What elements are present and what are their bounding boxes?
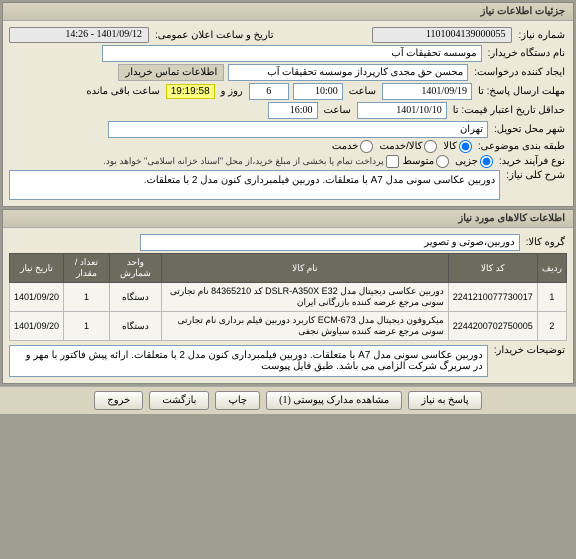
cell-qty: 1 [64, 283, 110, 312]
creator-field: محسن حق مجدی کارپرداز موسسه تحقیقات آب [228, 64, 468, 81]
cell-code: 2241210077730017 [448, 283, 537, 312]
buyer-contact-link[interactable]: اطلاعات تماس خریدار [118, 64, 224, 81]
group-field: دوربین،صوتی و تصویر [140, 234, 520, 251]
cell-unit: دستگاه [109, 312, 161, 341]
pay-note-check[interactable]: پرداخت تمام یا بخشی از مبلغ خرید،از محل … [103, 155, 398, 168]
need-no-label: شماره نیاز: [516, 30, 567, 41]
radio-motevaset-input[interactable] [436, 155, 449, 168]
radio-service[interactable]: کالا/خدمت [379, 140, 437, 153]
valid-date-field: 1401/10/10 [357, 102, 447, 119]
back-button[interactable]: بازگشت [149, 391, 209, 410]
city-label: شهر محل تحویل: [492, 124, 567, 135]
creator-label: ایجاد کننده درخواست: [472, 67, 567, 78]
days-label: روز و [219, 86, 245, 97]
col-qty: تعداد / مقدار [64, 254, 110, 283]
time-label-2: ساعت [322, 105, 353, 116]
class-radio-group: کالا کالا/خدمت خدمت [332, 140, 472, 153]
items-panel: اطلاعات کالاهای مورد نیاز گروه کالا: دور… [2, 209, 574, 384]
notes-label: توضیحات خریدار: [492, 345, 567, 356]
col-date: تاریخ نیاز [10, 254, 64, 283]
cell-date: 1401/09/20 [10, 283, 64, 312]
col-row: ردیف [537, 254, 566, 283]
cell-code: 2244200702750005 [448, 312, 537, 341]
desc-label: شرح کلی نیاز: [504, 170, 567, 181]
radio-jozi[interactable]: جزیی [455, 155, 493, 168]
items-table: ردیف کد کالا نام کالا واحد شمارش تعداد /… [9, 253, 567, 341]
deadline-time-field: 10:00 [293, 83, 343, 100]
buytype-label: نوع فرآیند خرید: [497, 156, 567, 167]
announce-label: تاریخ و ساعت اعلان عمومی: [153, 30, 276, 41]
cell-name: دوربین عکاسی دیجیتال مدل DSLR-A350X E32 … [161, 283, 448, 312]
buytype-radio-group: جزیی متوسط [403, 155, 493, 168]
deadline-date-field: 1401/09/19 [382, 83, 472, 100]
button-bar: پاسخ به نیاز مشاهده مدارک پیوستی (1) چاپ… [0, 386, 576, 414]
radio-khedmat-input[interactable] [360, 140, 373, 153]
col-unit: واحد شمارش [109, 254, 161, 283]
time-label-1: ساعت [347, 86, 378, 97]
radio-service-input[interactable] [424, 140, 437, 153]
respond-button[interactable]: پاسخ به نیاز [408, 391, 482, 410]
buyer-label: نام دستگاه خریدار: [486, 48, 567, 59]
cell-name: میکروفون دیجیتال مدل ECM-673 کاربرد دورب… [161, 312, 448, 341]
cell-n: 2 [537, 312, 566, 341]
pay-note-checkbox[interactable] [386, 155, 399, 168]
need-details-panel: جزئیات اطلاعات نیاز شماره نیاز: 11010041… [2, 2, 574, 207]
print-button[interactable]: چاپ [215, 391, 260, 410]
view-docs-button[interactable]: مشاهده مدارک پیوستی (1) [266, 391, 402, 410]
radio-motevaset[interactable]: متوسط [403, 155, 449, 168]
remain-label: ساعت باقی مانده [84, 86, 161, 97]
valid-time-field: 16:00 [268, 102, 318, 119]
radio-jozi-input[interactable] [480, 155, 493, 168]
group-label: گروه کالا: [524, 237, 567, 248]
table-row[interactable]: 1 2241210077730017 دوربین عکاسی دیجیتال … [10, 283, 567, 312]
valid-label: حداقل تاریخ اعتبار قیمت: تا [451, 105, 567, 116]
notes-box: دوربین عکاسی سونی مدل A7 با متعلقات. دور… [9, 345, 488, 377]
panel1-title: جزئیات اطلاعات نیاز [3, 3, 573, 21]
cell-n: 1 [537, 283, 566, 312]
col-code: کد کالا [448, 254, 537, 283]
announce-field[interactable]: 1401/09/12 - 14:26 [9, 27, 149, 43]
cell-qty: 1 [64, 312, 110, 341]
buyer-field: موسسه تحقیقات آب [102, 45, 482, 62]
cell-date: 1401/09/20 [10, 312, 64, 341]
deadline-label: مهلت ارسال پاسخ: تا [476, 86, 567, 97]
radio-khedmat[interactable]: خدمت [332, 140, 374, 153]
cell-unit: دستگاه [109, 283, 161, 312]
days-field: 6 [249, 83, 289, 100]
col-name: نام کالا [161, 254, 448, 283]
city-field: تهران [108, 121, 488, 138]
desc-box: دوربین عکاسی سونی مدل A7 با متعلقات. دور… [9, 170, 500, 200]
class-label: طبقه بندی موضوعی: [476, 141, 567, 152]
radio-kala-input[interactable] [459, 140, 472, 153]
table-row[interactable]: 2 2244200702750005 میکروفون دیجیتال مدل … [10, 312, 567, 341]
exit-button[interactable]: خروج [94, 391, 143, 410]
need-no-field[interactable]: 1101004139000055 [372, 27, 512, 43]
panel2-title: اطلاعات کالاهای مورد نیاز [3, 210, 573, 228]
countdown-field: 19:19:58 [166, 84, 215, 99]
radio-kala[interactable]: کالا [443, 140, 472, 153]
